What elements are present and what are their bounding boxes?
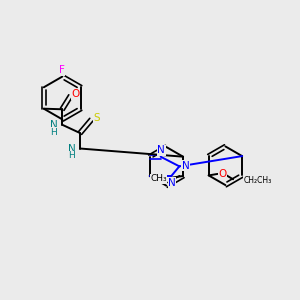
Text: N: N [182,161,190,171]
Text: N: N [157,145,165,155]
Text: F: F [59,65,65,75]
Text: N: N [68,143,76,154]
Text: S: S [93,113,100,123]
Text: H: H [68,152,75,160]
Text: N: N [168,178,176,188]
Text: O: O [71,89,80,99]
Text: CH₃: CH₃ [150,175,167,184]
Text: H: H [50,128,57,137]
Text: CH₂CH₃: CH₂CH₃ [244,176,272,185]
Text: N: N [50,120,58,130]
Text: O: O [218,169,227,179]
